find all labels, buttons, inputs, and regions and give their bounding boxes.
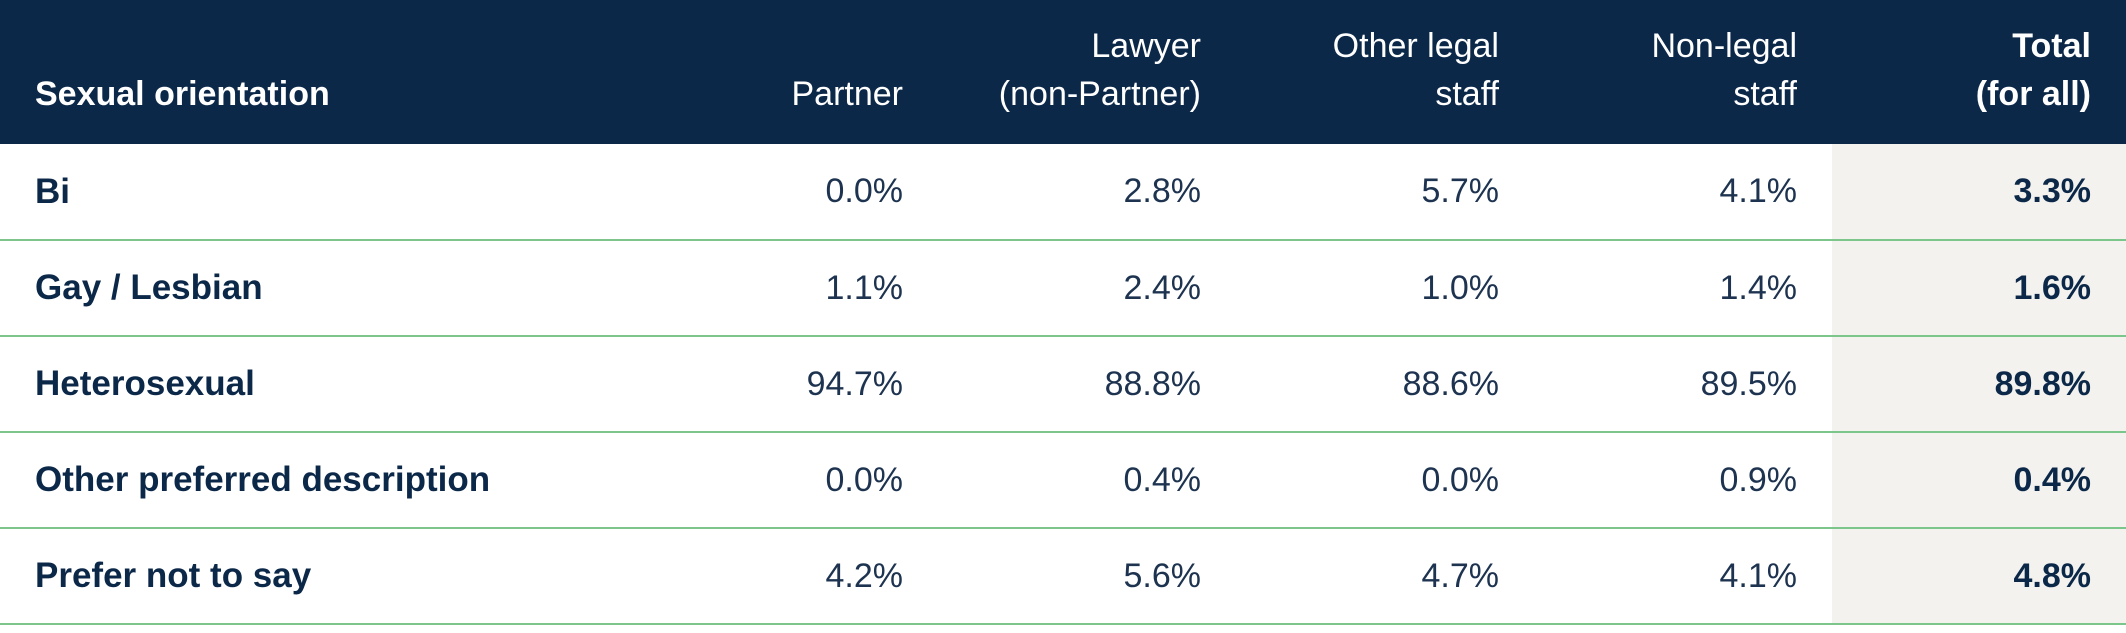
header-line: Total	[2012, 27, 2091, 65]
cell-lawyer: 2.8%	[1123, 172, 1202, 210]
header-line: Other legal	[1332, 27, 1499, 65]
cell-other-legal: 0.0%	[1421, 460, 1500, 499]
row-label: Other preferred description	[35, 460, 491, 499]
cell-non-legal: 4.1%	[1719, 172, 1798, 210]
row-label: Prefer not to say	[35, 556, 312, 595]
table-row: Other preferred description 0.0% 0.4% 0.…	[0, 432, 2126, 528]
row-label: Heterosexual	[35, 364, 255, 403]
header-line: staff	[1435, 75, 1499, 113]
cell-lawyer: 88.8%	[1104, 364, 1201, 403]
cell-non-legal: 1.4%	[1719, 268, 1798, 307]
table-row: Heterosexual 94.7% 88.8% 88.6% 89.5% 89.…	[0, 336, 2126, 432]
header-line: Sexual orientation	[35, 75, 330, 113]
header-line: staff	[1733, 75, 1797, 113]
cell-lawyer: 0.4%	[1123, 460, 1202, 499]
table-row: Prefer not to say 4.2% 5.6% 4.7% 4.1% 4.…	[0, 528, 2126, 624]
cell-total: 1.6%	[1832, 240, 2126, 336]
row-label: Bi	[35, 171, 70, 211]
cell-other-legal: 5.7%	[1421, 172, 1500, 210]
cell-other-legal: 1.0%	[1421, 268, 1500, 307]
header-line: Partner	[791, 75, 904, 113]
table-header: Sexual orientation Partner Lawyer (non-P…	[0, 0, 2126, 144]
column-header-non-legal-staff: Non-legal staff	[1534, 0, 1832, 144]
cell-total: 0.4%	[1832, 432, 2126, 528]
column-header-lawyer: Lawyer (non-Partner)	[938, 0, 1236, 144]
column-header-total: Total (for all)	[1832, 0, 2126, 144]
cell-partner: 0.0%	[825, 172, 904, 210]
cell-lawyer: 2.4%	[1123, 268, 1202, 307]
cell-non-legal: 4.1%	[1719, 556, 1798, 595]
header-line: Non-legal	[1651, 27, 1797, 65]
header-line: (non-Partner)	[998, 75, 1201, 113]
row-label: Gay / Lesbian	[35, 268, 263, 307]
column-header-sexual-orientation: Sexual orientation	[0, 0, 640, 144]
cell-total: 3.3%	[1832, 144, 2126, 240]
cell-partner: 1.1%	[825, 268, 904, 307]
column-header-other-legal-staff: Other legal staff	[1236, 0, 1534, 144]
header-line: (for all)	[1975, 75, 2091, 113]
header-line: Lawyer	[1091, 27, 1201, 65]
cell-non-legal: 89.5%	[1700, 364, 1797, 403]
header-row: Sexual orientation Partner Lawyer (non-P…	[0, 0, 2126, 144]
cell-total: 4.8%	[1832, 528, 2126, 624]
cell-other-legal: 88.6%	[1402, 364, 1499, 403]
cell-partner: 4.2%	[825, 556, 904, 595]
cell-partner: 0.0%	[825, 460, 904, 499]
cell-other-legal: 4.7%	[1421, 556, 1500, 595]
table-body: Bi 0.0% 2.8% 5.7% 4.1% 3.3% Gay / Lesbia…	[0, 144, 2126, 624]
cell-non-legal: 0.9%	[1719, 460, 1798, 499]
cell-partner: 94.7%	[806, 364, 903, 403]
table-row: Gay / Lesbian 1.1% 2.4% 1.0% 1.4% 1.6%	[0, 240, 2126, 336]
cell-lawyer: 5.6%	[1123, 556, 1202, 595]
cell-total: 89.8%	[1832, 336, 2126, 432]
table-row: Bi 0.0% 2.8% 5.7% 4.1% 3.3%	[0, 144, 2126, 240]
column-header-partner: Partner	[640, 0, 938, 144]
